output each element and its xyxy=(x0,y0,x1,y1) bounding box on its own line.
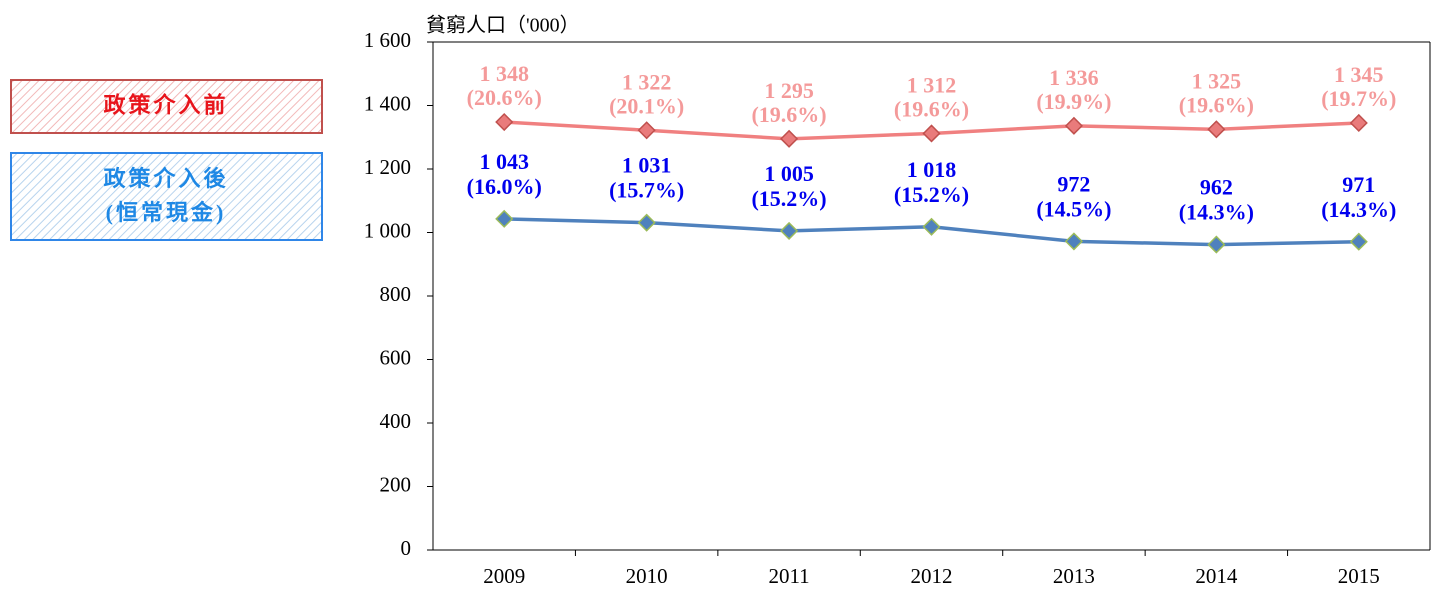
legend-box xyxy=(10,79,323,134)
share-label: (20.6%) xyxy=(467,85,542,110)
data-label: 1 005 xyxy=(764,161,814,186)
share-label: (20.1%) xyxy=(609,93,684,118)
share-label: (14.3%) xyxy=(1321,197,1396,222)
y-tick-label: 200 xyxy=(380,472,412,496)
legend-box xyxy=(10,152,323,241)
data-label: 1 295 xyxy=(764,78,814,103)
share-label: (14.3%) xyxy=(1179,200,1254,225)
data-label: 1 031 xyxy=(622,153,672,178)
legend-sublabel: (恒常現金) xyxy=(106,200,227,225)
marker xyxy=(780,221,799,240)
x-tick-label: 2014 xyxy=(1195,564,1238,588)
data-label: 1 345 xyxy=(1334,62,1384,87)
data-label: 1 325 xyxy=(1192,68,1242,93)
y-tick-label: 600 xyxy=(380,345,412,369)
y-tick-label: 1 200 xyxy=(364,155,411,179)
data-label: 1 336 xyxy=(1049,65,1099,90)
x-tick-label: 2009 xyxy=(483,564,525,588)
x-tick-label: 2011 xyxy=(768,564,809,588)
share-label: (16.0%) xyxy=(467,174,542,199)
share-label: (15.7%) xyxy=(609,178,684,203)
marker xyxy=(1349,113,1368,133)
data-label: 1 312 xyxy=(907,72,957,97)
marker xyxy=(1207,235,1226,254)
marker xyxy=(637,121,656,140)
legend-label: 政策介入後 xyxy=(103,166,228,191)
share-label: (19.6%) xyxy=(751,102,826,127)
data-label: 972 xyxy=(1057,171,1090,196)
data-label: 971 xyxy=(1342,172,1375,197)
marker xyxy=(922,124,941,143)
y-tick-label: 1 400 xyxy=(364,91,411,115)
data-label: 1 043 xyxy=(479,149,529,174)
share-label: (19.7%) xyxy=(1321,86,1396,111)
data-label: 1 322 xyxy=(622,69,672,94)
legend-label: 政策介入前 xyxy=(103,93,228,118)
y-tick-label: 400 xyxy=(380,409,412,433)
x-tick-label: 2015 xyxy=(1338,564,1380,588)
marker xyxy=(637,213,656,232)
data-label: 1 348 xyxy=(479,61,529,86)
share-label: (14.5%) xyxy=(1036,196,1111,221)
share-label: (15.2%) xyxy=(894,182,969,207)
marker xyxy=(1064,232,1083,251)
marker xyxy=(922,217,941,236)
marker xyxy=(780,129,799,148)
y-tick-label: 800 xyxy=(380,282,412,306)
share-label: (15.2%) xyxy=(751,186,826,211)
data-label: 962 xyxy=(1200,175,1233,200)
x-tick-label: 2010 xyxy=(626,564,668,588)
y-tick-label: 1 600 xyxy=(364,28,411,52)
share-label: (19.9%) xyxy=(1036,89,1111,114)
marker xyxy=(1349,232,1368,251)
marker xyxy=(1064,116,1083,135)
share-label: (19.6%) xyxy=(894,96,969,121)
y-tick-label: 1 000 xyxy=(364,218,411,242)
data-label: 1 018 xyxy=(907,157,957,182)
marker xyxy=(495,112,514,132)
x-tick-label: 2012 xyxy=(911,564,953,588)
marker xyxy=(1207,120,1226,139)
share-label: (19.6%) xyxy=(1179,92,1254,117)
marker xyxy=(495,209,514,228)
x-tick-label: 2013 xyxy=(1053,564,1095,588)
y-axis-label: 貧窮人口（'000） xyxy=(426,14,580,37)
y-tick-label: 0 xyxy=(401,536,412,560)
